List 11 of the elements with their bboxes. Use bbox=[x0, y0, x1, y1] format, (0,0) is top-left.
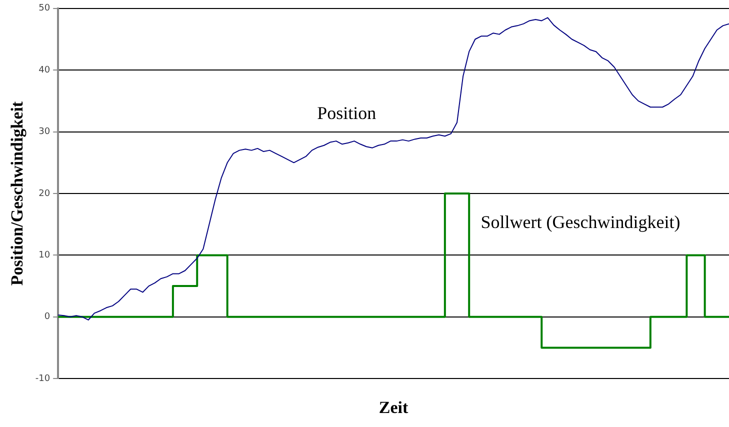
series-label: Position bbox=[317, 102, 376, 123]
y-tick-label: 30 bbox=[38, 127, 50, 138]
y-axis-title: Position/Geschwindigkeit bbox=[8, 101, 27, 286]
series-label: Sollwert (Geschwindigkeit) bbox=[480, 212, 680, 232]
y-tick-label: 0 bbox=[44, 312, 50, 322]
y-tick-label: 10 bbox=[38, 250, 50, 261]
y-tick-label: 40 bbox=[38, 65, 50, 76]
y-tick-label: 50 bbox=[38, 4, 50, 14]
y-tick-label: -10 bbox=[35, 374, 50, 384]
y-tick-label: 20 bbox=[38, 188, 50, 199]
x-axis-title: Zeit bbox=[378, 398, 409, 418]
